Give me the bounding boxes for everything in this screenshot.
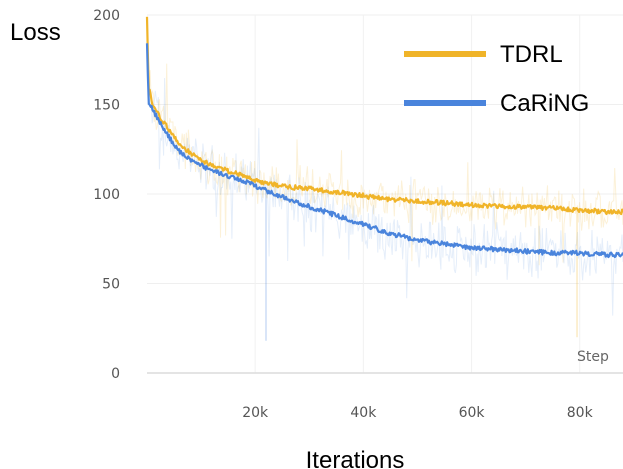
x-tick-label: 40k [350,405,377,421]
series-raw-caring [146,60,623,316]
raw-noise-traces [146,18,623,341]
series-line-caring [145,43,623,259]
y-tick-label: 50 [102,277,120,293]
y-tick-label: 100 [93,187,120,203]
series-raw-tdrl [146,18,623,266]
x-tick-label: 80k [567,405,594,421]
series-line-tdrl [145,16,623,216]
y-tick-label: 200 [93,8,120,24]
y-tick-labels: 0 50 100 150 200 [93,8,120,382]
grid [147,14,623,373]
y-tick-label: 150 [93,98,120,114]
y-tick-label: 0 [111,366,120,382]
y-axis-label: Loss [10,19,61,46]
legend: TDRL CaRiNG [404,41,589,117]
step-label: Step [577,349,609,365]
x-tick-labels: 20k 40k 60k 80k [242,405,593,421]
x-tick-label: 20k [242,405,269,421]
x-tick-label: 60k [459,405,486,421]
legend-label-tdrl: TDRL [500,41,563,68]
x-axis-label: Iterations [306,447,405,469]
series-lines [145,16,623,259]
legend-label-caring: CaRiNG [500,90,589,117]
